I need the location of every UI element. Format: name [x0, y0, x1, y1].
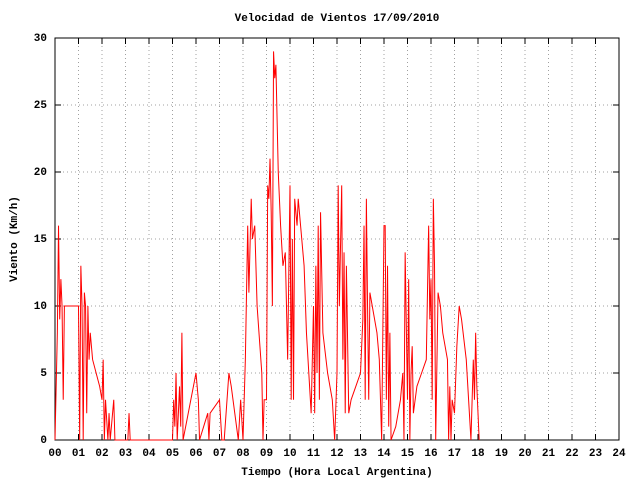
- x-tick-label: 17: [448, 448, 461, 460]
- x-tick-label: 15: [401, 448, 415, 460]
- x-tick-label: 23: [589, 448, 603, 460]
- y-tick-label: 15: [34, 234, 48, 246]
- y-tick-label: 30: [34, 33, 47, 45]
- x-tick-label: 01: [72, 448, 86, 460]
- x-tick-label: 08: [236, 448, 250, 460]
- x-tick-label: 02: [95, 448, 108, 460]
- x-tick-label: 03: [119, 448, 133, 460]
- x-tick-label: 06: [189, 448, 202, 460]
- y-tick-label: 25: [34, 100, 48, 112]
- chart-title: Velocidad de Vientos 17/09/2010: [235, 13, 440, 25]
- x-tick-label: 12: [330, 448, 343, 460]
- x-tick-label: 18: [471, 448, 485, 460]
- x-tick-label: 00: [48, 448, 61, 460]
- x-tick-label: 20: [518, 448, 531, 460]
- y-tick-label: 5: [40, 368, 47, 380]
- x-tick-label: 09: [260, 448, 273, 460]
- x-tick-label: 13: [354, 448, 368, 460]
- y-tick-label: 10: [34, 301, 47, 313]
- x-axis-label: Tiempo (Hora Local Argentina): [241, 467, 432, 479]
- x-tick-label: 24: [612, 448, 626, 460]
- plot-frame: [54, 37, 620, 441]
- x-tick-label: 21: [542, 448, 556, 460]
- x-tick-label: 07: [213, 448, 226, 460]
- data-line: [54, 51, 480, 441]
- x-tick-label: 14: [377, 448, 391, 460]
- x-tick-label: 16: [424, 448, 437, 460]
- y-tick-label: 0: [40, 435, 47, 447]
- x-tick-label: 19: [495, 448, 508, 460]
- x-tick-label: 11: [307, 448, 321, 460]
- x-tick-label: 04: [142, 448, 156, 460]
- x-tick-label: 05: [166, 448, 180, 460]
- x-tick-label: 22: [565, 448, 578, 460]
- y-axis-label: Viento (Km/h): [9, 196, 21, 282]
- y-tick-label: 20: [34, 167, 47, 179]
- x-tick-label: 10: [283, 448, 296, 460]
